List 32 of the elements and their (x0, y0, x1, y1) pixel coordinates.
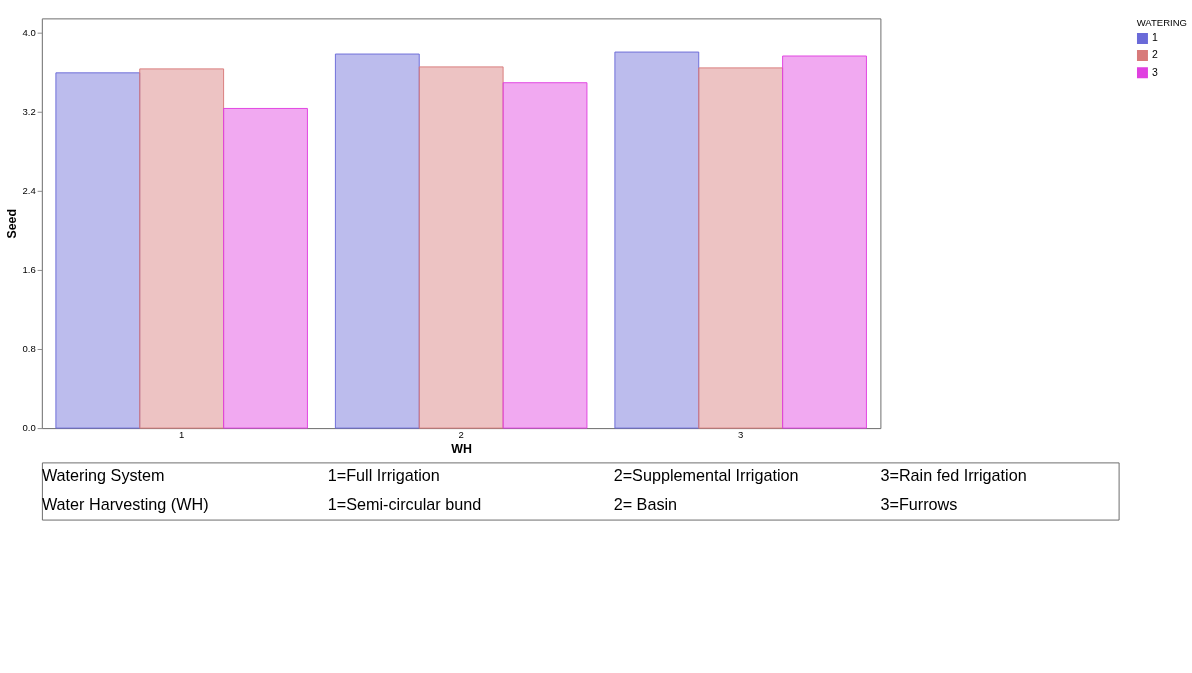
text: 3=Rain fed Irrigation (880, 466, 1027, 485)
x-axis-title: WH (451, 442, 473, 457)
text: Water Harvesting (WH) (41, 495, 209, 514)
y-axis-title: Seed (4, 208, 19, 239)
bar (502, 82, 588, 429)
bar (223, 107, 308, 429)
bar (782, 55, 867, 429)
y-tick-label: 0.8 (22, 343, 36, 355)
legend-label: 3 (1151, 66, 1158, 78)
x-tick-label: 2 (458, 429, 464, 441)
bar (418, 66, 504, 429)
legend-label: 2 (1151, 49, 1158, 61)
text: Watering System (41, 466, 165, 485)
bar (698, 67, 784, 429)
x-tick-label: 3 (738, 429, 744, 441)
text: 1=Semi-circular bund (327, 495, 482, 514)
text: 1=Full Irrigation (327, 466, 440, 485)
y-tick-label: 1.6 (22, 264, 36, 276)
bar (55, 72, 141, 429)
text: 2= Basin (613, 495, 678, 514)
y-tick-label: 4.0 (22, 26, 36, 38)
y-tick-label: 3.2 (22, 105, 36, 117)
bar (614, 51, 700, 429)
y-tick-label: 2.4 (22, 184, 37, 196)
y-tick-label: 0.0 (22, 422, 36, 434)
legend-label: 1 (1151, 32, 1158, 44)
bar (139, 68, 225, 429)
legend-title: WATERING (1136, 17, 1187, 29)
bar (334, 53, 420, 429)
x-tick-label: 1 (179, 429, 185, 441)
text: 2=Supplemental Irrigation (613, 466, 799, 485)
text: 3=Furrows (880, 495, 958, 514)
